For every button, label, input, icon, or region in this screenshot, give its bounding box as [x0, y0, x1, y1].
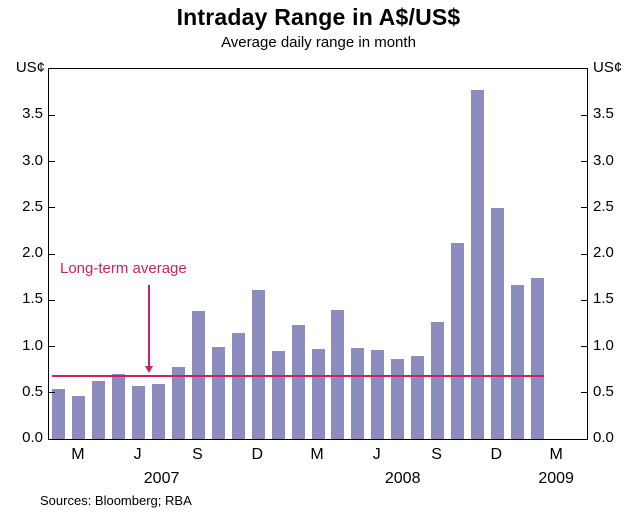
bar: [411, 355, 425, 439]
y-tick-left: [49, 207, 55, 209]
y-tick-right: [581, 161, 587, 162]
bar: [172, 366, 186, 439]
bar: [112, 374, 126, 439]
y-tick-left: [49, 253, 55, 255]
y-axis-label: 1.0: [593, 336, 614, 354]
y-axis-label: 3.0: [22, 151, 43, 169]
y-tick-right: [581, 253, 587, 255]
y-axis-label: 1.5: [593, 290, 614, 308]
y-tick-right: [581, 299, 587, 301]
x-axis-label: S: [431, 446, 442, 463]
y-axis-label: 2.0: [22, 244, 43, 261]
bar: [311, 349, 325, 439]
annotation-arrowhead: [145, 366, 153, 373]
bar: [470, 90, 484, 439]
y-tick-left: [49, 114, 55, 116]
bar: [351, 348, 365, 439]
y-tick-right: [581, 207, 587, 209]
x-axis-year-label: 2009: [538, 470, 574, 487]
x-axis-label: J: [133, 446, 142, 463]
x-axis-year-label: 2008: [384, 470, 421, 487]
y-axis-label: 1.5: [22, 290, 43, 308]
x-axis-label: J: [372, 446, 381, 463]
y-axis-label: 3.0: [593, 151, 614, 169]
bar: [271, 351, 285, 439]
bar: [211, 346, 225, 439]
x-axis-label: M: [549, 446, 563, 463]
chart-subtitle: Average daily range in month: [221, 34, 416, 51]
long-term-average-label: Long-term average: [60, 260, 187, 277]
y-tick-left: [49, 299, 55, 301]
y-tick-right: [581, 114, 587, 116]
y-axis-label: 1.0: [22, 336, 43, 354]
x-axis-year-label: 2007: [143, 470, 180, 487]
bar: [510, 285, 524, 439]
y-axis-unit-left: US¢: [15, 59, 45, 76]
bar: [291, 325, 305, 439]
bar: [72, 395, 86, 439]
bar: [152, 383, 166, 439]
y-axis-label: 2.0: [593, 244, 614, 261]
bar: [450, 242, 464, 439]
source-note: Sources: Bloomberg; RBA: [40, 493, 192, 508]
annotation-arrow: [148, 285, 150, 367]
y-axis-label: 2.5: [22, 197, 43, 215]
x-axis-label: S: [192, 446, 203, 463]
y-axis-label: 0.5: [593, 382, 614, 400]
bar: [231, 332, 245, 439]
y-axis-label: 3.5: [593, 105, 614, 123]
y-axis-label: 0.5: [22, 382, 43, 400]
bar: [490, 207, 504, 439]
chart-title: Intraday Range in A$/US$: [176, 4, 461, 30]
bar: [331, 310, 345, 439]
bar: [92, 380, 106, 439]
y-tick-left: [49, 346, 55, 347]
long-term-average-line: [52, 375, 544, 378]
y-axis-label: 0.0: [22, 429, 43, 446]
bar: [371, 350, 385, 439]
x-axis-label: M: [71, 446, 85, 463]
y-tick-right: [581, 346, 587, 347]
y-axis-unit-right: US¢: [593, 59, 623, 76]
y-axis-label: 0.0: [593, 429, 614, 446]
bar: [132, 386, 146, 439]
x-axis-label: D: [490, 446, 503, 463]
y-axis-label: 2.5: [593, 197, 614, 215]
x-axis-label: D: [251, 446, 263, 463]
x-axis-label: M: [310, 446, 324, 463]
y-tick-left: [49, 392, 55, 394]
y-axis-label: 3.5: [22, 105, 43, 123]
y-tick-left: [49, 161, 55, 162]
bar: [52, 389, 66, 439]
bar: [431, 321, 445, 439]
bar: [391, 359, 405, 439]
bar: [251, 290, 265, 439]
bar: [530, 278, 544, 439]
plot-area: [48, 68, 588, 440]
y-tick-right: [581, 392, 587, 394]
